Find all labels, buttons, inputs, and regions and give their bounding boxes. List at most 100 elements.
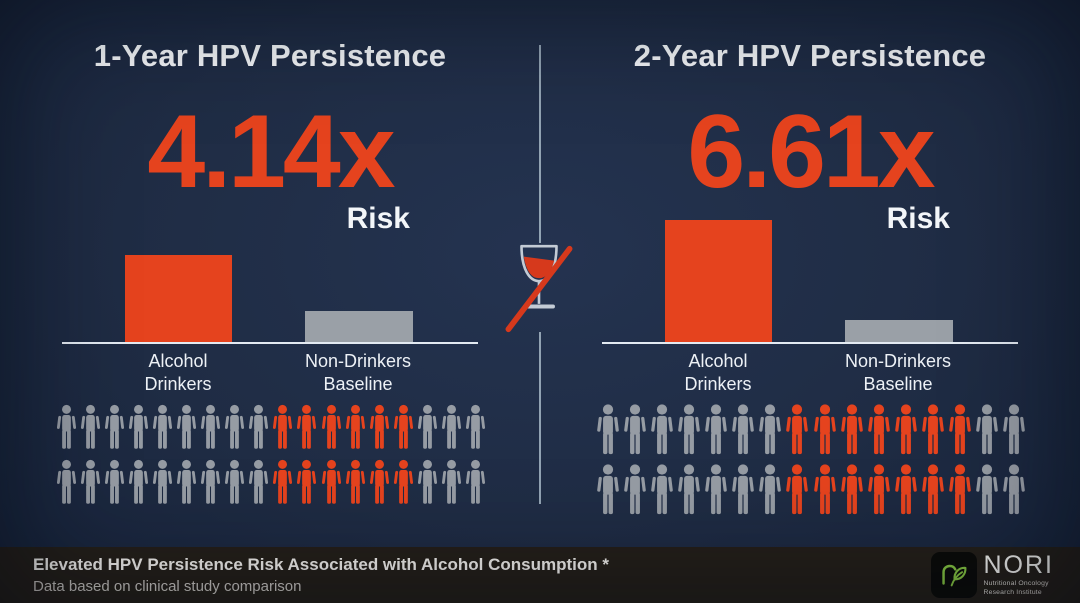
person-icon [393, 404, 414, 450]
nori-subtext-line: Research Institute [983, 588, 1042, 596]
risk-label: Risk [886, 202, 950, 235]
risk-label: Risk [346, 202, 410, 235]
person-icon [948, 464, 972, 515]
person-icon [623, 404, 647, 455]
nori-logo: NORI Nutritional Oncology Research Insti… [930, 552, 1055, 598]
person-icon [921, 464, 945, 515]
person-icon [813, 464, 837, 515]
person-icon [867, 404, 891, 455]
person-icon [128, 459, 149, 505]
person-icon [650, 404, 674, 455]
person-icon [176, 404, 197, 450]
pictogram-row [596, 464, 1026, 515]
person-icon [441, 459, 462, 505]
person-icon [200, 459, 221, 505]
panel-1-year: 1-Year HPV Persistence 4.14x Risk Alcoho… [0, 0, 540, 547]
nori-subtext: Nutritional Oncology Research Institute [984, 580, 1055, 598]
person-icon [128, 404, 149, 450]
person-icon [104, 459, 125, 505]
person-icon [200, 404, 221, 450]
bar-label-alcohol-drinkers: Alcohol Drinkers [93, 350, 263, 396]
person-icon [596, 404, 620, 455]
person-icon [813, 404, 837, 455]
person-icon [758, 464, 782, 515]
person-icon [417, 404, 438, 450]
nori-logo-text: NORI Nutritional Oncology Research Insti… [984, 552, 1055, 598]
pictogram-row [596, 404, 1026, 455]
pictogram-row [56, 404, 486, 450]
person-icon [224, 459, 245, 505]
person-icon [248, 459, 269, 505]
person-icon [623, 464, 647, 515]
person-icon [758, 404, 782, 455]
person-icon [840, 464, 864, 515]
person-icon [369, 404, 390, 450]
person-icon [840, 404, 864, 455]
person-icon [369, 459, 390, 505]
panel-title: 1-Year HPV Persistence [93, 38, 447, 73]
population-pictogram [56, 404, 486, 505]
bar-label-non-drinkers-baseline: Non-Drinkers Baseline [273, 350, 443, 396]
person-icon [867, 464, 891, 515]
person-icon [596, 464, 620, 515]
bar-label-line: Non-Drinkers [304, 351, 412, 371]
risk-multiplier: 6.61x [687, 94, 935, 210]
bar-non-drinkers-baseline [845, 320, 953, 342]
person-icon [975, 464, 999, 515]
bar-label-line: Baseline [323, 374, 393, 395]
person-icon [56, 404, 77, 450]
bar-label-line: Drinkers [684, 374, 752, 395]
person-icon [731, 404, 755, 455]
person-icon [894, 464, 918, 515]
bar-alcohol-drinkers [665, 220, 772, 342]
panel-title: 2-Year HPV Persistence [633, 38, 987, 73]
bar-label-alcohol-drinkers: Alcohol Drinkers [633, 350, 803, 396]
footer-bar: Elevated HPV Persistence Risk Associated… [0, 547, 1080, 603]
person-icon [948, 404, 972, 455]
bar-label-line: Alcohol [148, 351, 208, 371]
population-pictogram [596, 404, 1026, 515]
bar-alcohol-drinkers [125, 255, 232, 342]
bar-label-line: Non-Drinkers [844, 351, 952, 371]
person-icon [1002, 464, 1026, 515]
footer-subline: Data based on clinical study comparison [33, 578, 302, 595]
person-icon [224, 404, 245, 450]
person-icon [152, 459, 173, 505]
person-icon [321, 459, 342, 505]
bar-non-drinkers-baseline [305, 311, 413, 342]
footer-headline: Elevated HPV Persistence Risk Associated… [33, 555, 609, 574]
person-icon [152, 404, 173, 450]
person-icon [296, 404, 317, 450]
panel-2-year: 2-Year HPV Persistence 6.61x Risk Alcoho… [540, 0, 1080, 547]
person-icon [248, 404, 269, 450]
bar-label-line: Alcohol [688, 351, 748, 371]
nori-subtext-line: Nutritional Oncology [983, 579, 1049, 587]
person-icon [785, 464, 809, 515]
person-icon [704, 464, 728, 515]
bar-label-non-drinkers-baseline: Non-Drinkers Baseline [813, 350, 983, 396]
person-icon [417, 459, 438, 505]
pictogram-row [56, 459, 486, 505]
bar-chart [602, 210, 1018, 344]
nori-leaf-icon [930, 552, 977, 598]
person-icon [272, 459, 293, 505]
divider-line [539, 332, 541, 504]
divider-line [539, 45, 541, 243]
chart-baseline [62, 342, 478, 344]
person-icon [56, 459, 77, 505]
person-icon [921, 404, 945, 455]
person-icon [731, 464, 755, 515]
person-icon [393, 459, 414, 505]
person-icon [104, 404, 125, 450]
person-icon [296, 459, 317, 505]
person-icon [894, 404, 918, 455]
person-icon [176, 459, 197, 505]
no-alcohol-icon [495, 240, 583, 343]
person-icon [785, 404, 809, 455]
chart-baseline [602, 342, 1018, 344]
person-icon [677, 404, 701, 455]
person-icon [677, 464, 701, 515]
person-icon [345, 459, 366, 505]
risk-multiplier: 4.14x [147, 94, 395, 210]
